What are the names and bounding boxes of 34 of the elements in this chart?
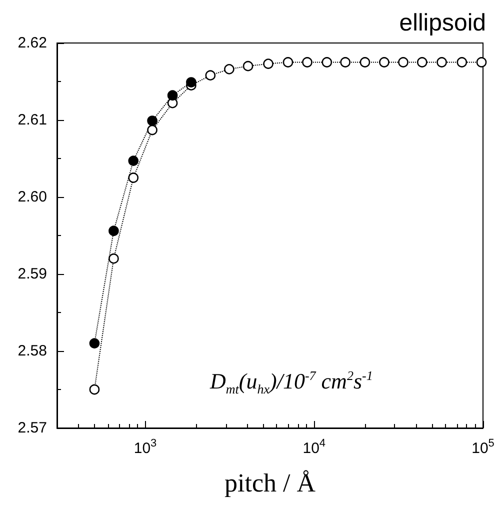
- point: [89, 338, 100, 348]
- point: [398, 57, 408, 68]
- point: [416, 57, 428, 68]
- point: [205, 70, 216, 80]
- point: [108, 253, 119, 264]
- y-tick-label: 2.60: [18, 188, 47, 206]
- point: [186, 77, 196, 88]
- chart-title: ellipsoid: [399, 10, 486, 36]
- point: [340, 57, 350, 68]
- y-tick-label: 2.61: [18, 112, 47, 128]
- point: [89, 384, 100, 395]
- y-tick-label: 2.58: [18, 342, 47, 360]
- point: [282, 57, 294, 68]
- text: D$_{mt}$(u$_{hx}$)/10$^{-7}$ cm$^{2}$s$^{-1}$: [210, 368, 373, 397]
- point: [379, 57, 390, 68]
- y-tick-label: 2.59: [18, 266, 47, 282]
- point: [128, 172, 139, 183]
- y-tick-label: 2.57: [18, 420, 47, 436]
- point: [147, 124, 158, 136]
- point: [263, 58, 274, 69]
- point: [128, 156, 139, 166]
- point: [322, 57, 332, 68]
- point: [456, 57, 468, 68]
- point: [224, 64, 234, 74]
- y-tick-label: 2.62: [18, 34, 47, 52]
- x-axis-title: pitch / Å: [224, 468, 316, 498]
- point: [360, 57, 370, 68]
- point: [436, 57, 447, 68]
- point: [242, 60, 254, 72]
- point: [302, 57, 312, 68]
- point: [108, 226, 119, 236]
- point: [147, 116, 158, 126]
- point: [167, 90, 178, 101]
- point: [476, 57, 487, 68]
